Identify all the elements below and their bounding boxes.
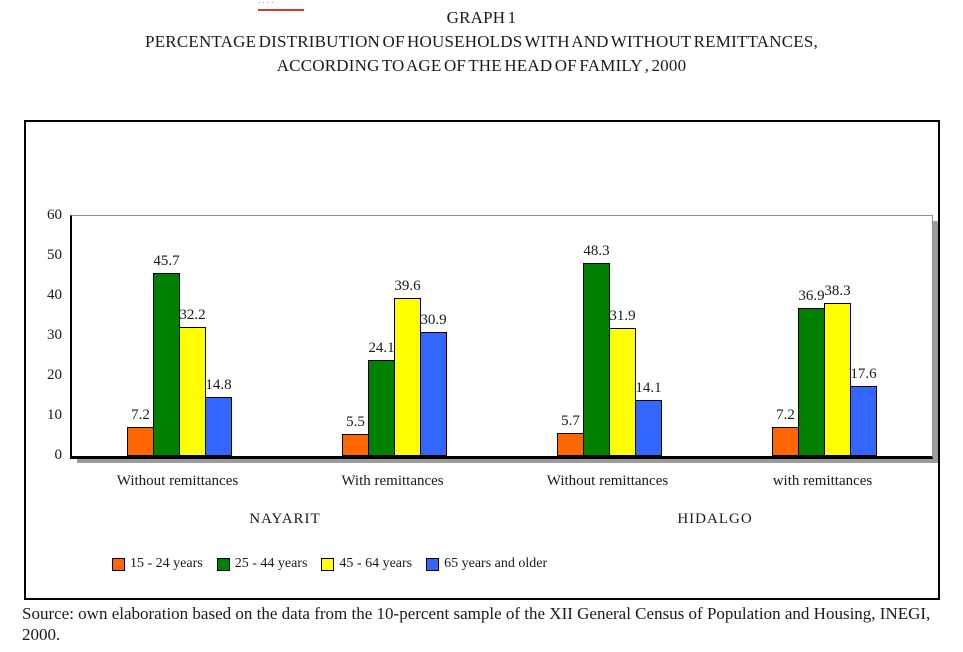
title-line-3: ACCORDING TO AGE OF THE HEAD OF FAMILY ,… [276,56,687,75]
state-label: HIDALGO [677,511,753,527]
legend-swatch-icon [321,557,335,571]
bar-value-label: 39.6 [394,277,421,294]
legend-item: 45 - 64 years [321,556,412,572]
legend-item: 25 - 44 years [216,556,308,572]
bar-25-44-years: 45.7 [153,253,180,456]
y-tick-label: 0 [54,447,63,463]
scan-artifact: ···· [258,0,304,11]
bar-value-label: 5.5 [346,414,365,430]
bar-value-label: 14.8 [205,376,232,393]
bar-value-label: 14.1 [635,379,662,396]
bar-25-44-years: 48.3 [583,243,610,456]
legend-label: 15 - 24 years [130,556,203,571]
bar-value-label: 5.7 [561,413,580,430]
category-label: with remittances [772,473,873,489]
bar-value-label: 24.1 [368,339,395,356]
bar-25-44-years: 24.1 [368,340,395,456]
bar-value-label: 32.2 [179,307,206,324]
y-tick-label: 40 [47,287,62,303]
bar-45-64-years: 31.9 [609,308,636,456]
bar-25-44-years: 36.9 [798,288,825,456]
title-line-2: PERCENTAGE DISTRIBUTION OF HOUSEHOLDS WI… [145,32,818,51]
chart-title: GRAPH 1 PERCENTAGE DISTRIBUTION OF HOUSE… [0,6,963,78]
bar-65-years-and-older: 14.1 [635,380,662,456]
bar-45-64-years: 38.3 [824,283,851,456]
bar-15-24-years: 7.2 [127,407,154,456]
category-labels: Without remittances With remittances Witho… [70,473,930,490]
legend-item: 65 years and older [426,556,547,572]
bar-15-24-years: 5.7 [557,413,584,456]
legend-label: 45 - 64 years [339,556,413,571]
bar-45-64-years: 39.6 [394,278,421,456]
y-axis: 60 50 40 30 20 10 0 [26,122,938,598]
bar-65-years-and-older: 14.8 [205,377,232,456]
chart-frame: 60 50 40 30 20 10 0 7.2 45.7 32.2 14.8 5.5 24.1 39.6… [24,120,940,600]
bar-group: 7.2 45.7 32.2 14.8 [72,216,287,456]
bar-15-24-years: 7.2 [772,407,799,456]
bar-value-label: 30.9 [420,312,447,329]
bar-value-label: 48.3 [583,242,610,259]
bar-value-label: 7.2 [131,407,150,424]
legend-swatch-icon [216,557,230,571]
bar-group: 5.7 48.3 31.9 14.1 [502,216,717,456]
bar-value-label: 38.3 [824,282,851,299]
y-tick-label: 30 [47,327,62,343]
bar-value-label: 36.9 [798,288,825,305]
bar-45-64-years: 32.2 [179,307,206,456]
bar-value-label: 45.7 [153,253,180,270]
legend-swatch-icon [112,557,125,571]
legend-item: 15 - 24 years [112,556,203,572]
legend-label: 25 - 44 years [234,556,308,571]
y-tick-label: 20 [47,367,62,383]
bar-group: 7.2 36.9 38.3 17.6 [717,216,932,456]
legend-label: 65 years and older [444,556,548,571]
category-label: Without remittances [116,473,239,489]
plot-area: 7.2 45.7 32.2 14.8 5.5 24.1 39.6 30.9 5.7 48.3 31.… [70,215,933,459]
state-label: NAYARIT [249,511,321,527]
bar-value-label: 31.9 [609,308,636,325]
bar-value-label: 7.2 [776,407,795,424]
y-tick-label: 10 [47,407,62,423]
y-tick-label: 50 [47,247,62,263]
bar-65-years-and-older: 17.6 [850,366,877,456]
state-labels: NAYARIT HIDALGO [70,511,930,528]
bar-15-24-years: 5.5 [342,414,369,456]
legend: 15 - 24 years 25 - 44 years 45 - 64 years 6… [112,556,547,572]
legend-swatch-icon [426,557,440,571]
category-label: Without remittances [546,473,669,489]
source-note: Source: own elaboration based on the dat… [22,604,931,644]
title-line-1: GRAPH 1 [446,8,517,27]
y-tick-label: 60 [47,207,62,223]
category-label: With remittances [341,473,444,489]
bar-group: 5.5 24.1 39.6 30.9 [287,216,502,456]
bar-65-years-and-older: 30.9 [420,312,447,456]
bar-value-label: 17.6 [850,365,877,382]
